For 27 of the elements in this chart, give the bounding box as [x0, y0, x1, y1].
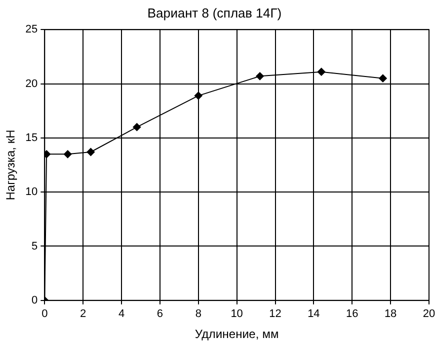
y-axis-title: Нагрузка, кН: [4, 130, 18, 200]
point: [194, 92, 202, 100]
y-tick-label: 0: [32, 294, 38, 306]
point: [86, 148, 95, 156]
x-tick-label: 6: [156, 308, 164, 320]
y-tick-label: 10: [25, 186, 38, 198]
point: [132, 123, 141, 132]
point: [317, 68, 326, 76]
x-tick-label: 20: [422, 308, 436, 320]
x-tick-label: 18: [384, 308, 397, 320]
x-axis-title: Удлинение, мм: [194, 327, 279, 342]
x-tick-label: 14: [308, 308, 320, 320]
x-tick-label: 4: [118, 308, 125, 320]
point: [64, 150, 72, 158]
y-tick-label: 20: [25, 78, 38, 90]
y-tick-label: 5: [32, 240, 38, 252]
chart-title: Вариант 8 (сплав 14Г): [147, 5, 282, 20]
x-tick-label: 2: [80, 308, 86, 320]
point: [378, 74, 387, 82]
x-tick-label: 8: [195, 308, 202, 320]
x-tick-label: 0: [42, 308, 48, 320]
point: [256, 72, 264, 80]
y-tick-label: 15: [25, 132, 38, 144]
x-tick-label: 12: [269, 308, 282, 320]
y-tick-label: 25: [25, 24, 38, 36]
x-tick-label: 10: [230, 308, 243, 320]
x-tick-label: 16: [346, 308, 358, 320]
